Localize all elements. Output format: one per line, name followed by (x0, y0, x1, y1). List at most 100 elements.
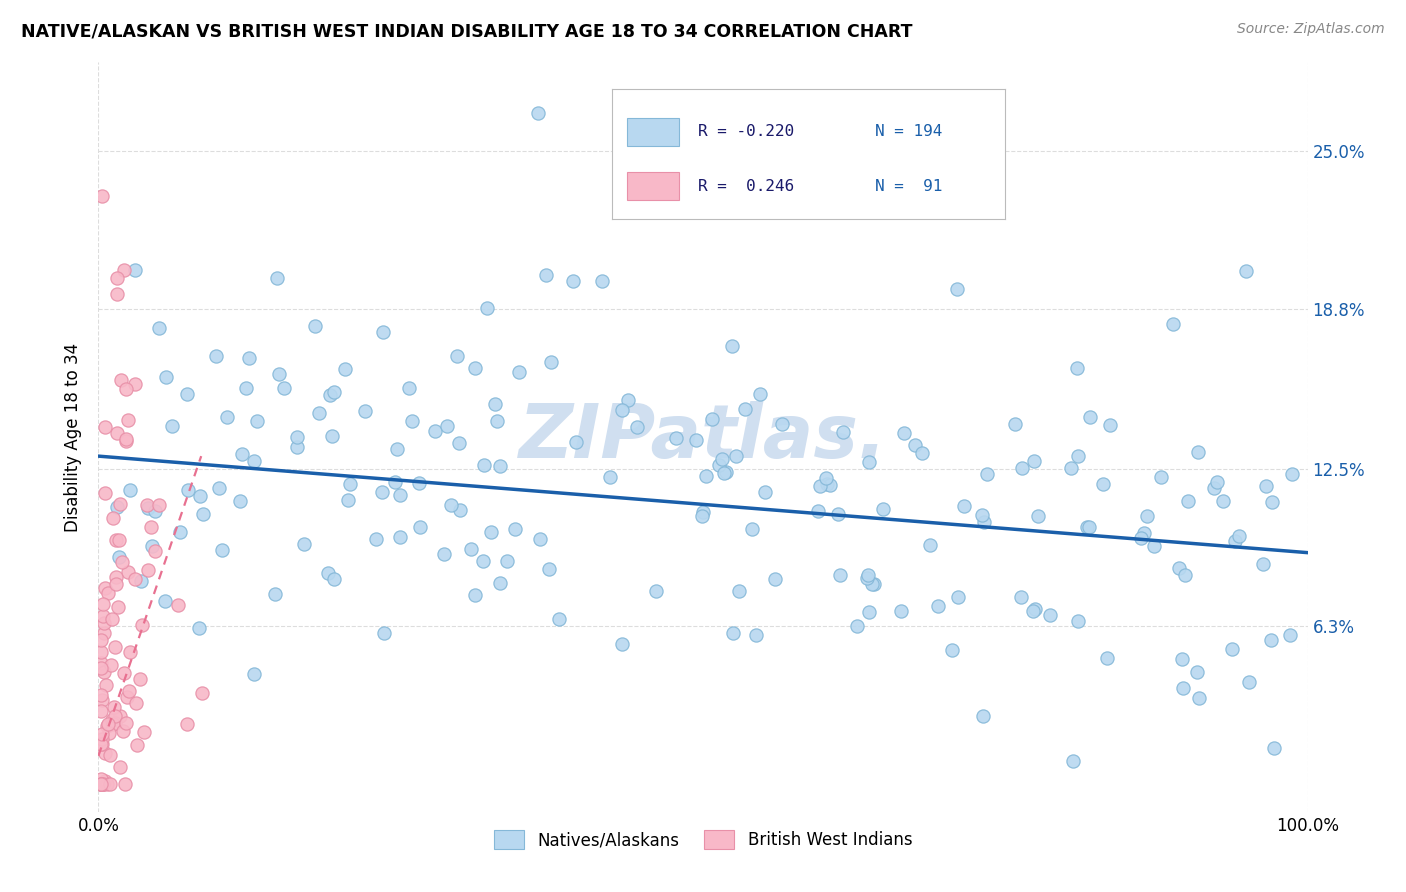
Point (91, 609, 114, 624)
Point (93, 615, 115, 630)
Point (845, 619, 868, 633)
Point (1161, 317, 1184, 331)
Point (945, 283, 967, 297)
Point (304, 318, 326, 333)
Point (124, 262, 146, 277)
Point (398, 381, 420, 395)
Point (389, 488, 412, 502)
Point (91, 726, 114, 740)
Point (856, 571, 879, 585)
Point (695, 469, 717, 483)
Point (1263, 741, 1285, 756)
Point (316, 566, 339, 581)
Point (1223, 533, 1246, 548)
FancyBboxPatch shape (627, 118, 679, 146)
Point (534, 268, 557, 282)
Point (714, 465, 737, 479)
Point (111, 724, 134, 739)
Point (90, 688, 112, 702)
Point (1091, 477, 1114, 491)
Point (235, 380, 257, 394)
Point (1132, 526, 1154, 541)
Point (373, 326, 395, 340)
Point (96, 719, 118, 733)
Point (353, 403, 375, 417)
Point (96, 777, 118, 791)
Point (1022, 604, 1045, 618)
Point (93, 774, 115, 789)
Point (148, 498, 170, 512)
Point (108, 550, 131, 565)
Point (104, 708, 127, 723)
Point (292, 537, 315, 551)
Point (1173, 568, 1195, 582)
Point (749, 386, 772, 401)
Point (337, 493, 360, 508)
Point (217, 410, 239, 425)
Point (770, 417, 793, 431)
Point (129, 574, 152, 589)
Point (101, 716, 124, 731)
Point (110, 373, 132, 387)
Point (139, 520, 162, 534)
Point (503, 521, 526, 535)
Point (1129, 531, 1152, 545)
Text: Source: ZipAtlas.com: Source: ZipAtlas.com (1237, 22, 1385, 37)
Point (1281, 467, 1303, 482)
Point (115, 715, 138, 730)
Point (117, 683, 139, 698)
Point (90, 777, 112, 791)
Point (1168, 561, 1191, 575)
Point (460, 542, 482, 557)
Point (464, 588, 486, 602)
Point (808, 478, 831, 492)
Point (1022, 454, 1045, 468)
Point (389, 530, 412, 544)
Point (143, 504, 166, 518)
Point (98, 777, 121, 791)
Point (90, 777, 112, 791)
Point (815, 471, 838, 485)
Point (807, 504, 830, 518)
Point (475, 301, 498, 315)
Point (103, 700, 125, 714)
Point (269, 367, 291, 381)
Point (308, 406, 330, 420)
Point (1076, 519, 1098, 533)
Point (818, 477, 841, 491)
Point (626, 419, 648, 434)
Point (90, 777, 112, 791)
Point (90, 645, 112, 659)
Point (94, 678, 117, 692)
Point (858, 567, 880, 582)
Point (117, 412, 139, 426)
Point (101, 612, 124, 626)
Point (526, 106, 548, 120)
Point (108, 709, 131, 723)
Point (1173, 681, 1195, 695)
Point (508, 365, 530, 379)
Point (112, 666, 135, 681)
Point (91, 598, 114, 612)
Point (1256, 479, 1278, 493)
Point (709, 458, 731, 472)
Point (384, 475, 406, 489)
Point (401, 414, 423, 428)
Point (1279, 628, 1302, 642)
Point (692, 505, 714, 519)
Point (1227, 529, 1250, 543)
Point (100, 657, 122, 672)
Point (97, 717, 120, 731)
Point (953, 500, 976, 514)
Point (188, 489, 211, 503)
Point (120, 483, 142, 498)
Point (1136, 509, 1159, 524)
Point (104, 577, 127, 591)
Point (763, 572, 786, 586)
Point (449, 503, 471, 517)
Point (129, 672, 152, 686)
Point (449, 436, 471, 450)
Point (91, 693, 114, 707)
Point (321, 428, 343, 442)
Point (972, 508, 994, 522)
